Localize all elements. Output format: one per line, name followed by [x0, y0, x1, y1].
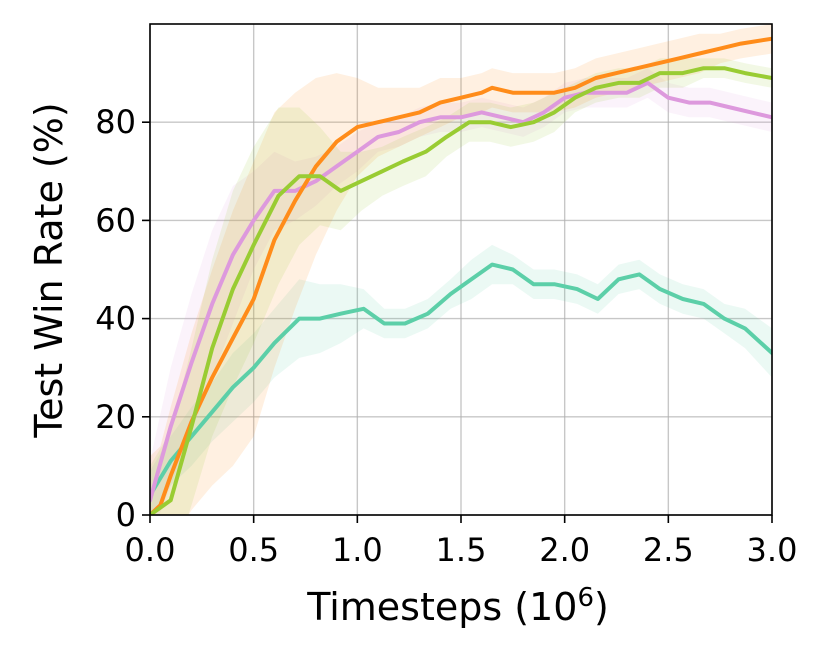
series-2-line	[150, 80, 772, 503]
series-1-line	[150, 262, 772, 498]
x-axis-label-exponent: 6	[577, 583, 594, 613]
y-tick-label: 80	[95, 103, 136, 141]
y-tick-label: 0	[116, 496, 136, 534]
x-tick-label: 0.0	[125, 531, 176, 569]
series-3-band	[150, 24, 772, 515]
x-axis-label: Timesteps (106)	[306, 583, 609, 629]
x-tick-label: 1.5	[436, 531, 487, 569]
x-tick-label: 1.0	[332, 531, 383, 569]
y-tick-label: 60	[95, 201, 136, 239]
x-tick-label: 2.0	[539, 531, 590, 569]
x-tick-label: 0.5	[228, 531, 279, 569]
tick-labels: 0.0 0.5 1.0 1.5 2.0 2.5 3.0 0 20 40 60 80	[95, 103, 797, 569]
x-tick-label: 3.0	[747, 531, 798, 569]
series-4-band	[150, 58, 772, 515]
y-tick-label: 20	[95, 398, 136, 436]
series-4-line	[150, 66, 772, 515]
tick-marks	[142, 121, 773, 523]
series-lines	[150, 36, 772, 515]
series-3-line	[150, 36, 772, 515]
y-axis-label: Test Win Rate (%)	[27, 102, 71, 438]
y-tick-label: 40	[95, 300, 136, 338]
x-axis-label-end: )	[594, 585, 609, 629]
x-tick-label: 2.5	[643, 531, 694, 569]
series-1-band	[150, 244, 772, 515]
